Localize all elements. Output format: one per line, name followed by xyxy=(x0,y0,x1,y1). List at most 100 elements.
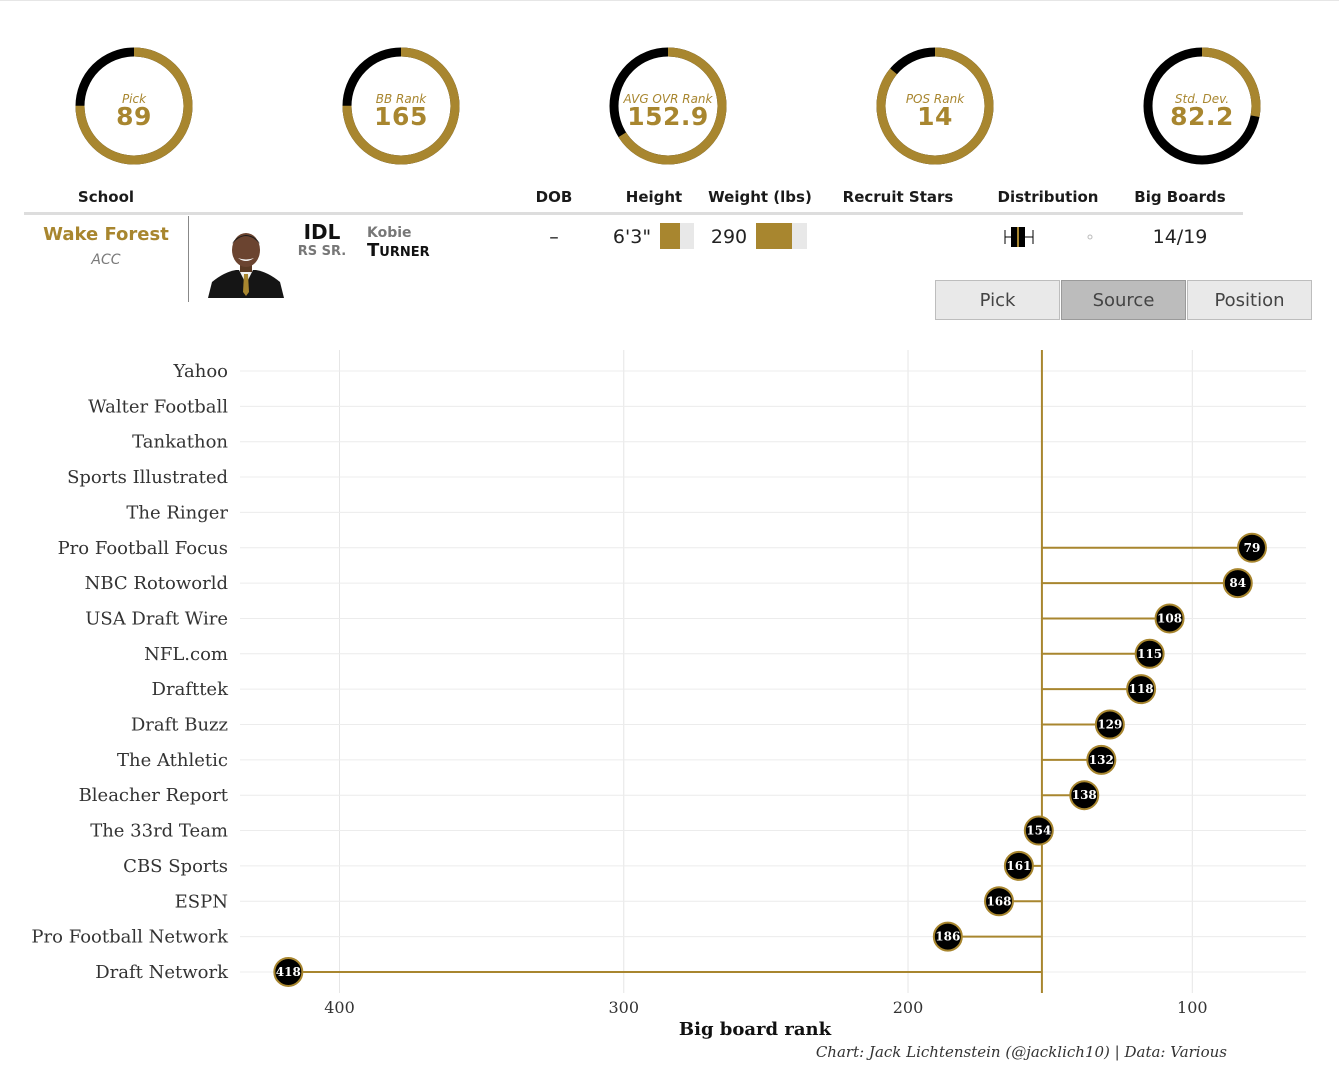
top-border xyxy=(0,0,1339,1)
dob-value: – xyxy=(549,226,559,248)
pick-button[interactable]: Pick xyxy=(935,280,1060,320)
height-bar-fill xyxy=(660,223,681,249)
donut-arc xyxy=(609,47,727,165)
y-tick-label: Pro Football Network xyxy=(31,927,229,948)
last-name: Turner xyxy=(367,240,430,261)
y-tick-label: Draft Buzz xyxy=(131,715,228,736)
y-tick-label: Yahoo xyxy=(173,361,228,382)
stat-value: 89 xyxy=(116,102,152,131)
y-tick-label: NBC Rotoworld xyxy=(85,573,228,594)
lollipop-dot xyxy=(1094,709,1125,740)
donut-arc xyxy=(342,47,460,165)
data-label: 168 xyxy=(986,894,1011,908)
stat-value: 82.2 xyxy=(1170,102,1234,131)
stat-value: 152.9 xyxy=(627,102,709,131)
position-button[interactable]: Position xyxy=(1187,280,1312,320)
donut-std-dev: Std. Dev. 82.2 xyxy=(1141,45,1263,167)
y-tick-label: CBS Sports xyxy=(123,856,228,877)
position-code: IDL xyxy=(303,220,341,244)
donut-arc xyxy=(75,47,193,165)
stat-value: 165 xyxy=(374,102,428,131)
y-tick-label: The Ringer xyxy=(126,502,228,523)
data-label: 138 xyxy=(1072,788,1097,802)
donut-avg-ovr-rank: AVG OVR Rank 152.9 xyxy=(607,45,729,167)
big-boards-value: 14/19 xyxy=(1152,226,1208,248)
x-tick-label: 200 xyxy=(893,998,924,1017)
y-tick-label: Pro Football Focus xyxy=(58,538,228,559)
lollipop-dot xyxy=(1154,603,1185,634)
player-photo xyxy=(206,228,286,298)
lollipop-dot xyxy=(1134,638,1165,669)
donut-ring xyxy=(342,47,460,165)
header-recruit-stars: Recruit Stars xyxy=(842,188,954,206)
y-tick-label: NFL.com xyxy=(144,644,228,665)
stat-value: 14 xyxy=(917,102,953,131)
lollipop-dot xyxy=(1069,780,1100,811)
y-tick-label: USA Draft Wire xyxy=(85,608,228,629)
stat-label: AVG OVR Rank xyxy=(623,92,713,106)
weight-value: 290 xyxy=(710,226,748,248)
lollipop-dot xyxy=(983,886,1014,917)
donut-ring xyxy=(876,47,994,165)
data-label: 118 xyxy=(1129,682,1154,696)
lollipop-dot xyxy=(1003,850,1034,881)
class-year: RS SR. xyxy=(297,244,347,259)
x-tick-label: 300 xyxy=(608,998,639,1017)
data-label: 186 xyxy=(935,930,960,944)
y-tick-label: Drafttek xyxy=(152,679,230,700)
donut-arc xyxy=(1143,47,1261,165)
row-divider xyxy=(188,216,189,302)
y-tick-label: Bleacher Report xyxy=(79,785,229,806)
stat-label: Std. Dev. xyxy=(1174,92,1230,106)
header-school: School xyxy=(77,188,135,206)
data-label: 79 xyxy=(1244,541,1261,555)
data-label: 84 xyxy=(1229,576,1246,590)
big-board-chart: Yahoo Walter Football Tankathon Sports Illu… xyxy=(31,350,1306,1040)
lollipop-dot xyxy=(1086,744,1117,775)
stat-label: Pick xyxy=(121,92,147,106)
chart-caption: Chart: Jack Lichtenstein (@jacklich10) |… xyxy=(815,1043,1227,1061)
donut-bb-rank: BB Rank 165 xyxy=(340,45,462,167)
y-tick-label: ESPN xyxy=(175,891,228,912)
data-label: 418 xyxy=(276,965,301,979)
conference: ACC xyxy=(91,252,121,268)
data-label: 161 xyxy=(1006,859,1031,873)
source-button[interactable]: Source xyxy=(1061,280,1186,320)
donut-pick: Pick 89 xyxy=(73,45,195,167)
x-tick-label: 100 xyxy=(1177,998,1208,1017)
data-label: 108 xyxy=(1157,611,1182,625)
school-name: Wake Forest xyxy=(43,224,169,245)
header-dob: DOB xyxy=(535,188,573,206)
weight-bar xyxy=(756,223,807,249)
y-tick-label: Draft Network xyxy=(95,962,229,983)
stat-label: POS Rank xyxy=(905,92,965,106)
x-axis-title: Big board rank xyxy=(679,1019,832,1040)
donut-pos-rank: POS Rank 14 xyxy=(874,45,996,167)
distribution-boxplot xyxy=(1004,227,1093,247)
header-big-boards: Big Boards xyxy=(1134,188,1226,206)
data-label: 129 xyxy=(1097,718,1122,732)
y-tick-label: The 33rd Team xyxy=(90,821,228,842)
weight-bar-fill xyxy=(756,223,792,249)
donut-ring xyxy=(75,47,193,165)
x-tick-label: 400 xyxy=(324,998,355,1017)
height-bar xyxy=(660,223,694,249)
header-distribution: Distribution xyxy=(997,188,1099,206)
y-tick-label: Walter Football xyxy=(88,396,228,417)
header-divider xyxy=(24,212,1243,215)
first-name: Kobie xyxy=(367,225,412,241)
lollipop-dot xyxy=(273,956,304,987)
donut-ring xyxy=(1143,47,1261,165)
lollipop-dot xyxy=(1126,674,1157,705)
y-tick-label: Tankathon xyxy=(132,432,228,453)
height-value: 6'3" xyxy=(612,226,652,248)
donut-arc xyxy=(876,47,994,165)
lollipop-dot xyxy=(1023,815,1054,846)
donut-ring xyxy=(609,47,727,165)
data-label: 115 xyxy=(1137,647,1162,661)
header-weight: Weight (lbs) xyxy=(708,188,812,206)
lollipop-dot xyxy=(1222,568,1253,599)
lollipop-dot xyxy=(1236,532,1267,563)
y-tick-label: Sports Illustrated xyxy=(67,467,228,488)
header-height: Height xyxy=(625,188,683,206)
